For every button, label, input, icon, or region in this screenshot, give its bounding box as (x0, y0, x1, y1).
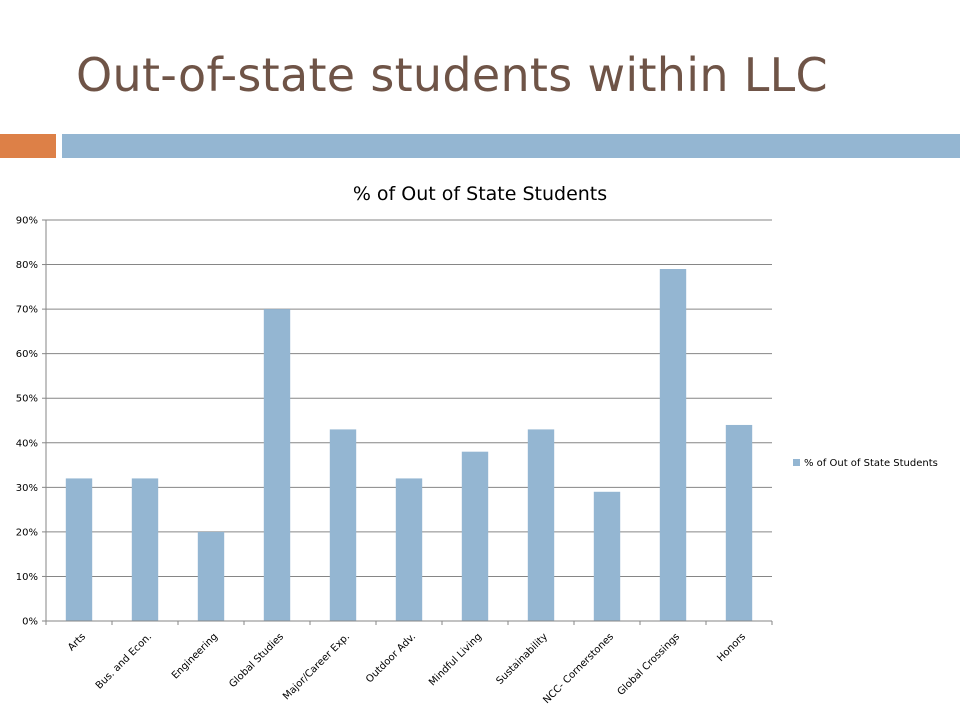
bars (65, 269, 753, 621)
y-tick-label: 30% (16, 483, 38, 494)
bar (263, 309, 291, 621)
bar (131, 478, 159, 621)
y-tick-label: 70% (16, 305, 38, 316)
accent-bar-blue (62, 134, 960, 158)
bar (593, 491, 621, 621)
legend-swatch (793, 459, 800, 466)
x-tick-label: Arts (66, 631, 88, 653)
x-tick-label: Honors (715, 631, 748, 664)
bar (659, 269, 687, 621)
x-tick-label: Global Studies (227, 631, 286, 690)
x-tick-label: NCC- Cornerstones (541, 631, 616, 706)
bar (527, 429, 555, 621)
x-tick-label: Major/Career Exp. (281, 631, 352, 702)
x-tick-label: Engineering (170, 631, 220, 681)
bar (725, 424, 753, 621)
y-tick-label: 50% (16, 394, 38, 405)
y-tick-label: 80% (16, 260, 38, 271)
bar (395, 478, 423, 621)
legend: % of Out of State Students (793, 458, 938, 469)
x-tick-label: Mindful Living (427, 631, 484, 688)
chart-title: % of Out of State Students (353, 183, 607, 205)
bar (65, 478, 93, 621)
y-tick-label: 20% (16, 527, 38, 538)
legend-label: % of Out of State Students (804, 458, 938, 469)
y-tick-label: 60% (16, 349, 38, 360)
accent-bar-orange (0, 134, 56, 158)
y-tick-label: 0% (22, 617, 38, 628)
x-tick-label: Global Crossings (616, 631, 683, 698)
grid-lines (46, 219, 772, 577)
bar (197, 531, 225, 621)
x-tick-label: Sustainability (494, 631, 550, 687)
y-tick-label: 10% (16, 572, 38, 583)
bar (461, 451, 489, 621)
x-tick-label: Bus. and Econ. (94, 631, 154, 691)
x-tick-label: Outdoor Adv. (364, 631, 418, 685)
axes: 0% 10% 20% 30% 40% 50% 60% 70% 80% 90% Arts Bus. an… (16, 216, 773, 706)
bar (329, 429, 357, 621)
page-title: Out-of-state students within LLC (76, 48, 828, 102)
y-tick-label: 90% (16, 216, 38, 227)
y-tick-label: 40% (16, 438, 38, 449)
